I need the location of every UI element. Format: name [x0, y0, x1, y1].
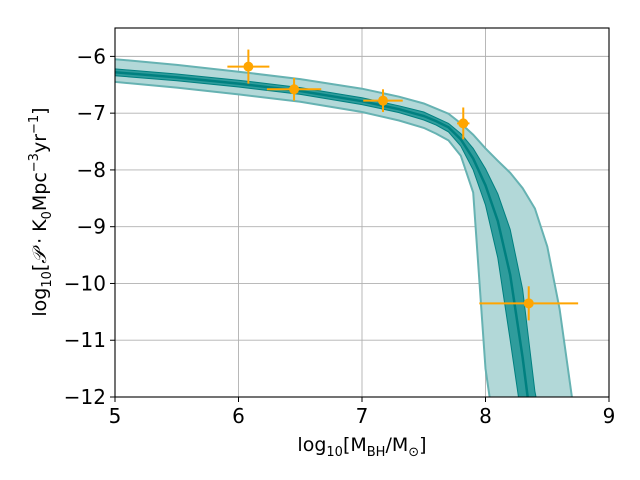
data-point [227, 49, 270, 84]
x-axis-label: log10[MBH/M⊙] [297, 434, 426, 460]
point-marker [377, 95, 388, 106]
y-tick-label: −8 [77, 158, 106, 182]
x-tick-label: 9 [603, 404, 616, 428]
x-tick-label: 7 [356, 404, 369, 428]
y-tick-label: −7 [77, 101, 106, 125]
point-marker [289, 84, 300, 95]
point-marker [458, 118, 469, 129]
data-point [479, 286, 579, 321]
data-points [227, 49, 579, 321]
data-point [457, 107, 470, 140]
y-tick-label: −10 [64, 271, 106, 295]
y-tick-label: −12 [64, 385, 106, 409]
inner-credible-band [115, 68, 537, 397]
outer-band-lower-edge [115, 80, 491, 397]
y-axis-label: log10[𝒫 · K0Mpc−3yr−1] [27, 107, 55, 316]
y-tick-label: −9 [77, 215, 106, 239]
y-tick-label: −6 [77, 44, 106, 68]
median-line [115, 71, 529, 397]
ticks: 5 6 7 8 9 −6 −7 −8 −9 −10 −11 −12 [64, 44, 616, 428]
outer-credible-band [115, 59, 572, 397]
point-marker [523, 298, 534, 309]
data-point [266, 77, 322, 101]
x-tick-label: 8 [479, 404, 492, 428]
data-point [363, 89, 403, 113]
x-tick-label: 5 [109, 404, 122, 428]
y-tick-label: −11 [64, 328, 106, 352]
x-tick-label: 6 [232, 404, 245, 428]
point-marker [243, 61, 254, 72]
